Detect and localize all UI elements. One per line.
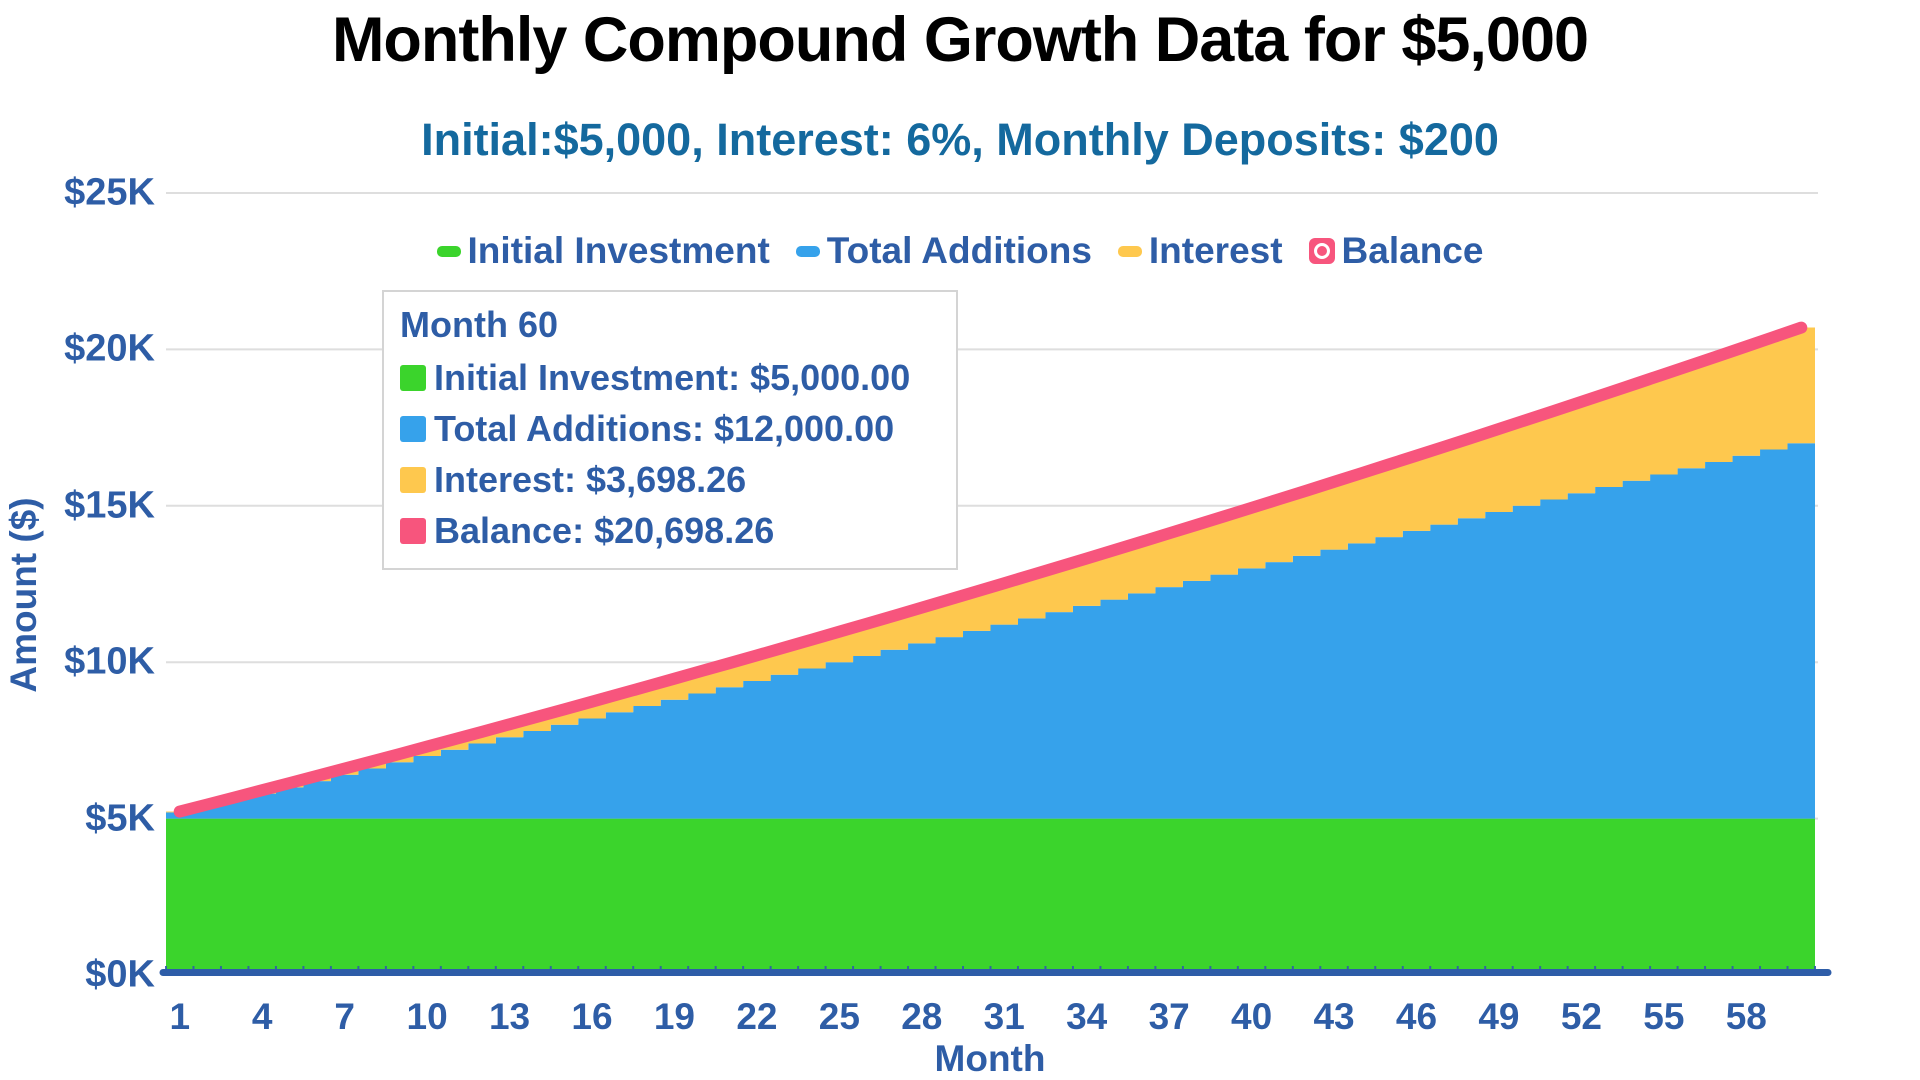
y-axis-title: Amount ($): [3, 497, 44, 693]
tooltip-swatch-icon: [400, 365, 426, 391]
legend-label: Total Additions: [826, 230, 1092, 271]
tooltip-row: Total Additions: $12,000.00: [400, 408, 938, 450]
x-tick-label: 58: [1725, 996, 1767, 1037]
x-tick-label: 10: [406, 996, 448, 1037]
x-tick-label: 22: [736, 996, 778, 1037]
tooltip-value-text: Initial Investment: $5,000.00: [434, 357, 911, 398]
x-axis-title: Month: [934, 1038, 1046, 1079]
y-tick-label: $5K: [85, 797, 155, 840]
x-tick-label: 4: [251, 996, 273, 1037]
y-tick-label: $10K: [64, 640, 155, 683]
x-tick-label: 13: [488, 996, 531, 1037]
x-tick-label: 16: [571, 996, 613, 1037]
legend-swatch-icon: [436, 245, 461, 257]
tooltip-swatch-icon: [400, 416, 426, 442]
y-tick-label: $20K: [64, 327, 155, 370]
legend-ring-marker-icon: [1313, 243, 1330, 259]
y-tick-label: $0K: [85, 953, 155, 996]
tooltip-header: Month 60: [400, 304, 558, 345]
legend-label: Balance: [1341, 230, 1484, 271]
x-tick-label: 28: [901, 996, 943, 1037]
tooltip-value-text: Interest: $3,698.26: [434, 459, 747, 500]
x-tick-label: 55: [1643, 996, 1685, 1037]
tooltip-row: Balance: $20,698.26: [400, 510, 938, 552]
x-tick-label: 1: [169, 996, 191, 1037]
x-tick-label: 25: [818, 996, 860, 1037]
x-tick-label: 31: [983, 996, 1025, 1037]
x-tick-label: 49: [1478, 996, 1520, 1037]
tooltip-swatch-icon: [400, 467, 426, 493]
legend-item-interest[interactable]: Interest: [1117, 230, 1283, 272]
x-tick-label: 40: [1231, 996, 1273, 1037]
legend-swatch-icon: [795, 245, 820, 257]
tooltip-row: Interest: $3,698.26: [400, 459, 938, 501]
legend-label: Initial Investment: [467, 230, 770, 271]
legend-item-balance[interactable]: Balance: [1308, 230, 1484, 272]
chart-subtitle: Initial:$5,000, Interest: 6%, Monthly De…: [421, 114, 1499, 165]
x-tick-label: 7: [334, 996, 355, 1037]
series-initial-investment-area[interactable]: [166, 818, 1815, 975]
legend-swatch-icon: [1308, 238, 1335, 264]
x-tick-label: 37: [1148, 996, 1190, 1037]
legend-item-initial-investment[interactable]: Initial Investment: [436, 230, 770, 272]
chart-title: Monthly Compound Growth Data for $5,000: [331, 5, 1589, 75]
series-balance-line[interactable]: [173, 321, 1808, 818]
tooltip-value-text: Balance: $20,698.26: [434, 510, 775, 551]
legend-item-total-additions[interactable]: Total Additions: [795, 230, 1092, 272]
tooltip-row: Initial Investment: $5,000.00: [400, 357, 938, 399]
x-tick-label: 19: [653, 996, 696, 1037]
x-tick-label: 46: [1395, 996, 1438, 1037]
chart-tooltip: Month 60 Initial Investment: $5,000.00 To…: [382, 290, 958, 570]
tooltip-swatch-icon: [400, 518, 426, 544]
legend-swatch-icon: [1117, 245, 1142, 257]
x-tick-label: 52: [1560, 996, 1602, 1037]
chart-legend: Initial Investment Total Additions Interes…: [0, 230, 1920, 272]
x-tick-label: 34: [1066, 996, 1108, 1037]
legend-label: Interest: [1148, 230, 1283, 271]
x-tick-label: 43: [1313, 996, 1355, 1037]
y-tick-label: $25K: [64, 171, 155, 214]
y-tick-label: $15K: [64, 484, 155, 527]
tooltip-value-text: Total Additions: $12,000.00: [434, 408, 895, 449]
